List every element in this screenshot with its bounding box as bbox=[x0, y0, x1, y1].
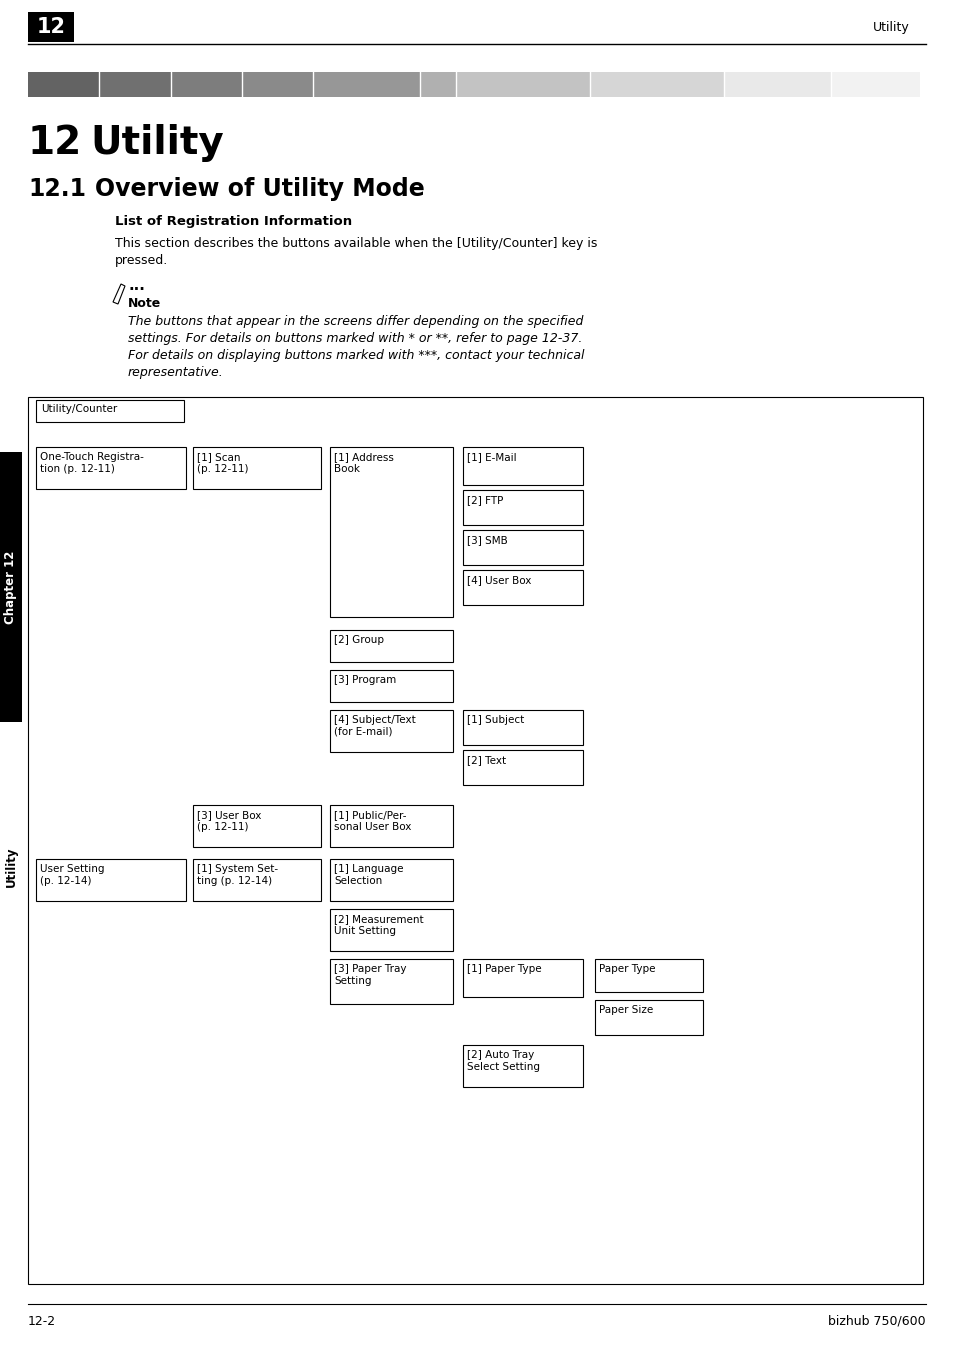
Bar bbox=[462, 571, 582, 604]
Bar bbox=[193, 448, 320, 489]
Bar bbox=[462, 750, 582, 786]
Text: [1] Scan
(p. 12-11): [1] Scan (p. 12-11) bbox=[196, 452, 248, 473]
Bar bbox=[36, 859, 186, 900]
Bar bbox=[462, 448, 582, 485]
Text: List of Registration Information: List of Registration Information bbox=[115, 215, 352, 228]
Bar bbox=[595, 1000, 702, 1036]
Text: Chapter 12: Chapter 12 bbox=[5, 550, 17, 623]
Bar bbox=[330, 804, 453, 846]
Text: The buttons that appear in the screens differ depending on the specified: The buttons that appear in the screens d… bbox=[128, 315, 583, 329]
Text: Utility: Utility bbox=[5, 846, 17, 887]
Text: 12: 12 bbox=[36, 18, 66, 37]
Text: This section describes the buttons available when the [Utility/Counter] key is: This section describes the buttons avail… bbox=[115, 237, 597, 250]
Bar bbox=[314, 72, 420, 97]
Bar bbox=[193, 804, 320, 846]
Bar bbox=[723, 72, 830, 97]
Bar bbox=[830, 72, 919, 97]
Bar bbox=[99, 72, 171, 97]
Bar bbox=[193, 859, 320, 900]
Text: [3] Paper Tray
Setting: [3] Paper Tray Setting bbox=[334, 964, 406, 986]
Text: [1] System Set-
ting (p. 12-14): [1] System Set- ting (p. 12-14) bbox=[196, 864, 278, 886]
Bar bbox=[595, 959, 702, 992]
Bar bbox=[330, 671, 453, 702]
Text: bizhub 750/600: bizhub 750/600 bbox=[827, 1315, 925, 1328]
Bar bbox=[589, 72, 723, 97]
Text: ...: ... bbox=[128, 279, 145, 293]
Text: [1] Paper Type: [1] Paper Type bbox=[467, 964, 541, 973]
Text: Note: Note bbox=[128, 297, 161, 310]
Bar bbox=[330, 448, 453, 617]
Bar bbox=[36, 400, 184, 422]
Text: Utility: Utility bbox=[872, 20, 909, 34]
Bar bbox=[28, 397, 923, 1284]
Text: [3] Program: [3] Program bbox=[334, 675, 395, 685]
Bar bbox=[0, 452, 22, 722]
Text: [3] User Box
(p. 12-11): [3] User Box (p. 12-11) bbox=[196, 810, 261, 831]
Text: settings. For details on buttons marked with * or **, refer to page 12-37.: settings. For details on buttons marked … bbox=[128, 333, 581, 345]
Text: [1] E-Mail: [1] E-Mail bbox=[467, 452, 517, 462]
Text: [2] Measurement
Unit Setting: [2] Measurement Unit Setting bbox=[334, 914, 423, 936]
Bar bbox=[330, 630, 453, 662]
Text: One-Touch Registra-
tion (p. 12-11): One-Touch Registra- tion (p. 12-11) bbox=[40, 452, 144, 473]
Text: 12.1: 12.1 bbox=[28, 177, 86, 201]
Text: [2] Auto Tray
Select Setting: [2] Auto Tray Select Setting bbox=[467, 1051, 539, 1072]
Bar bbox=[28, 72, 99, 97]
Text: Paper Type: Paper Type bbox=[598, 964, 655, 973]
Text: User Setting
(p. 12-14): User Setting (p. 12-14) bbox=[40, 864, 105, 886]
Bar bbox=[462, 959, 582, 996]
Bar bbox=[36, 448, 186, 489]
Text: representative.: representative. bbox=[128, 366, 224, 379]
Bar bbox=[171, 72, 242, 97]
Text: [4] Subject/Text
(for E-mail): [4] Subject/Text (for E-mail) bbox=[334, 715, 416, 737]
Bar bbox=[242, 72, 314, 97]
Text: [2] FTP: [2] FTP bbox=[467, 495, 503, 506]
Bar bbox=[28, 12, 74, 42]
Bar bbox=[462, 1045, 582, 1087]
Bar bbox=[330, 710, 453, 752]
Text: [1] Public/Per-
sonal User Box: [1] Public/Per- sonal User Box bbox=[334, 810, 411, 831]
Text: 12: 12 bbox=[28, 124, 82, 162]
Text: [4] User Box: [4] User Box bbox=[467, 575, 531, 585]
Bar bbox=[330, 909, 453, 950]
Bar bbox=[462, 710, 582, 745]
Text: [1] Address
Book: [1] Address Book bbox=[334, 452, 394, 473]
Text: Utility: Utility bbox=[90, 124, 224, 162]
Text: pressed.: pressed. bbox=[115, 254, 168, 266]
Text: For details on displaying buttons marked with ***, contact your technical: For details on displaying buttons marked… bbox=[128, 349, 584, 362]
Text: [2] Group: [2] Group bbox=[334, 635, 384, 645]
Text: 12-2: 12-2 bbox=[28, 1315, 56, 1328]
Bar bbox=[462, 489, 582, 525]
Bar bbox=[330, 859, 453, 900]
Bar bbox=[330, 959, 453, 1005]
Text: [2] Text: [2] Text bbox=[467, 754, 506, 765]
Bar bbox=[462, 530, 582, 565]
Text: Overview of Utility Mode: Overview of Utility Mode bbox=[95, 177, 424, 201]
Text: Paper Size: Paper Size bbox=[598, 1005, 653, 1015]
Text: [1] Subject: [1] Subject bbox=[467, 715, 524, 725]
Text: Utility/Counter: Utility/Counter bbox=[41, 404, 117, 414]
Text: [1] Language
Selection: [1] Language Selection bbox=[334, 864, 403, 886]
Text: [3] SMB: [3] SMB bbox=[467, 535, 507, 545]
Bar bbox=[456, 72, 589, 97]
Bar bbox=[420, 72, 456, 97]
